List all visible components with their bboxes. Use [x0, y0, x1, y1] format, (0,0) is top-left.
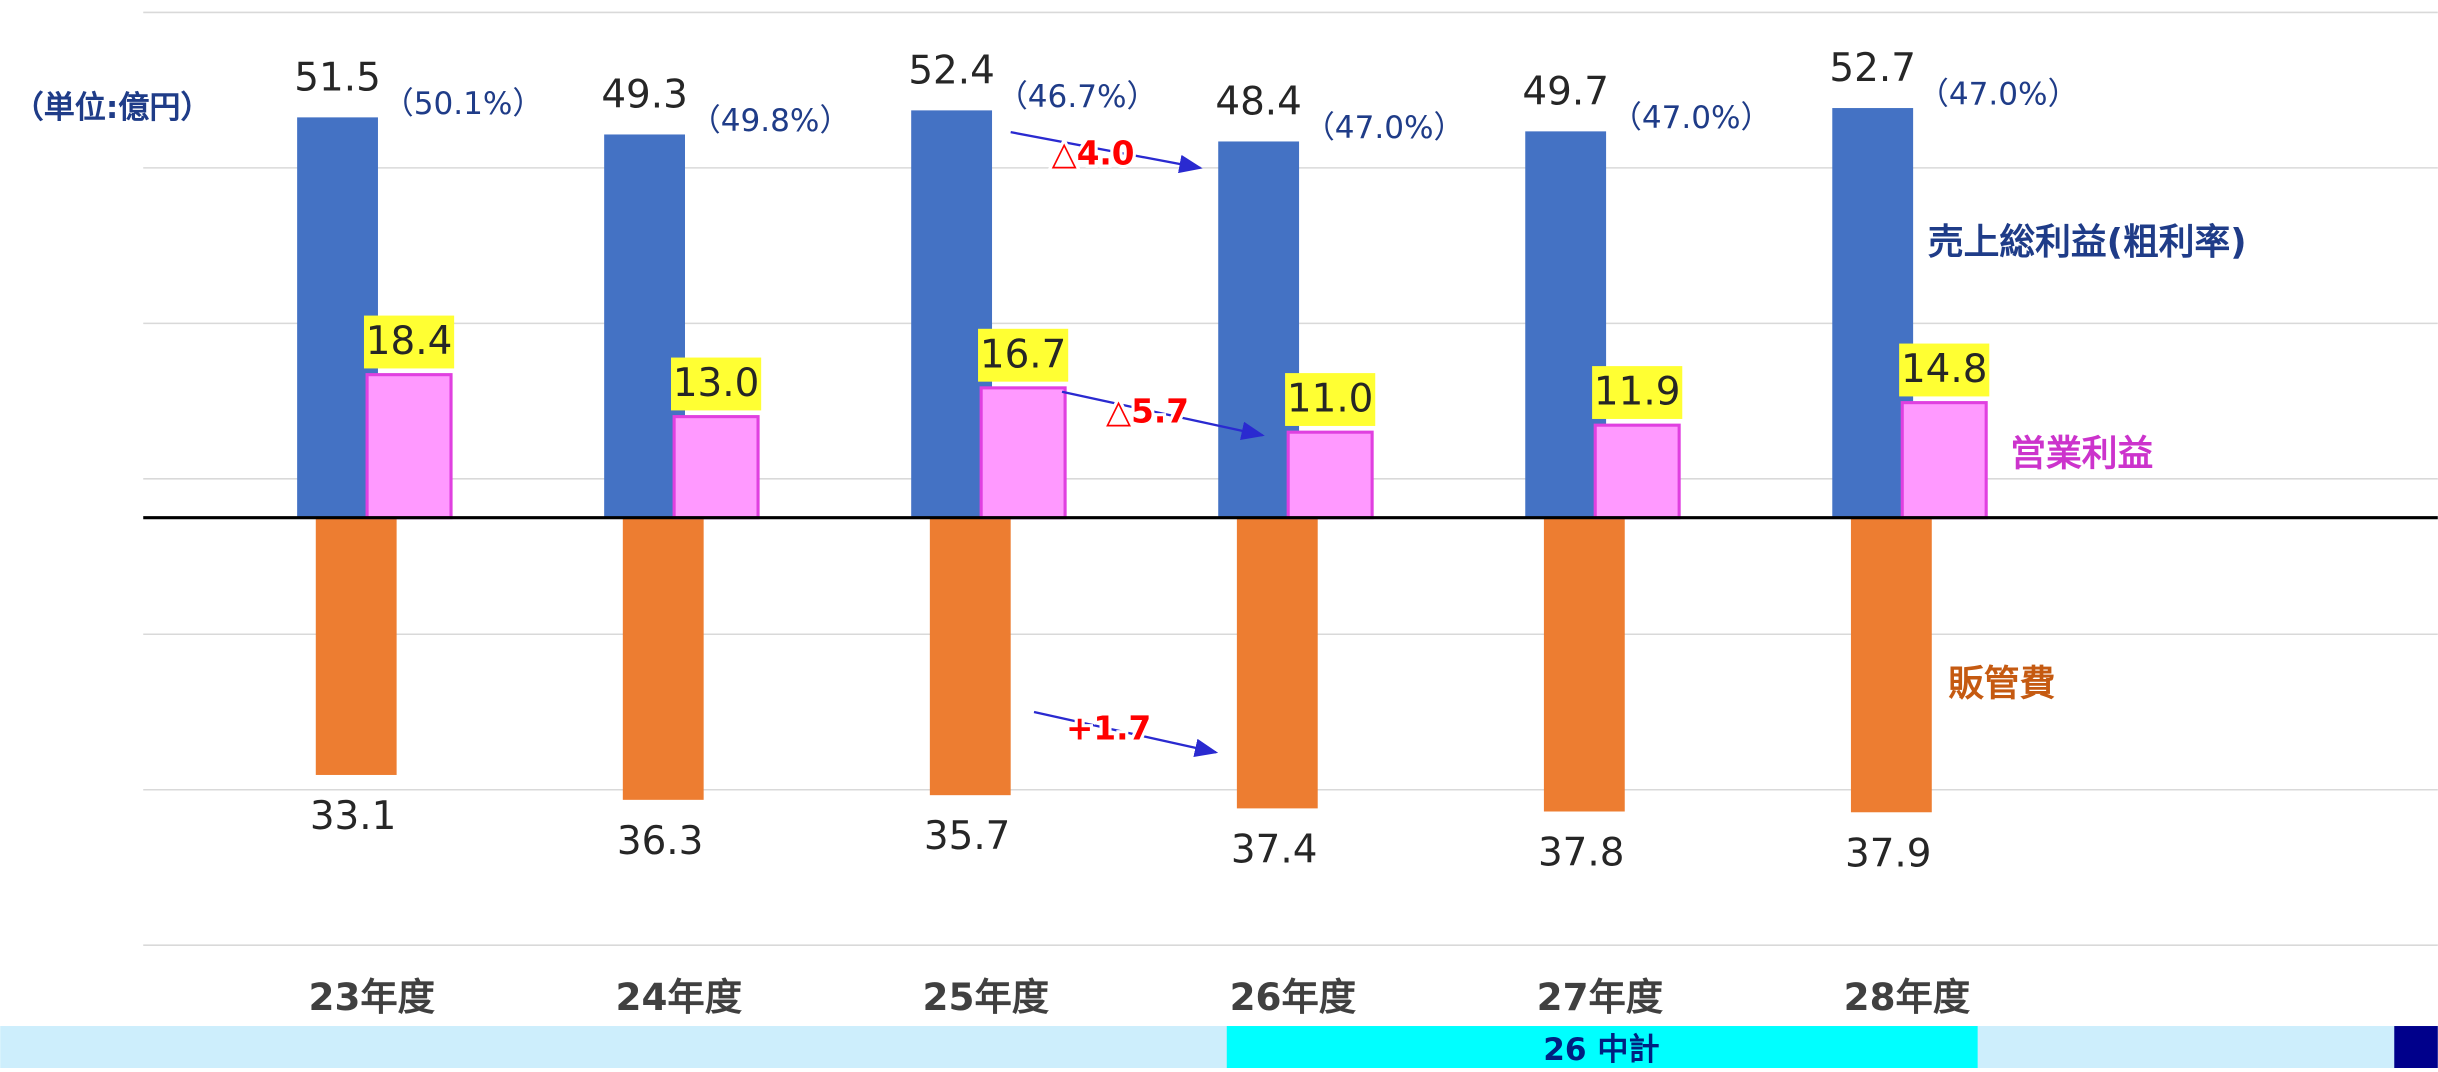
- rate-label: （50.1%）: [383, 86, 544, 122]
- bar: [672, 415, 760, 520]
- bar: [911, 110, 993, 518]
- label-bg: [671, 357, 762, 411]
- plan-band: [1226, 1026, 1978, 1068]
- arrow: [1010, 130, 1203, 174]
- value-label: 48.4: [1215, 80, 1302, 125]
- value-label: 13.0: [673, 361, 760, 406]
- bottom-band: [0, 1026, 2438, 1068]
- bar: [1286, 430, 1374, 520]
- value-label: 14.8: [1901, 347, 1988, 392]
- annotation: +1.7: [1066, 710, 1151, 748]
- value-label: 49.7: [1522, 70, 1609, 115]
- annotation: △4.0: [1052, 134, 1135, 172]
- value-label: 33.1: [310, 794, 397, 839]
- plan-label: 26 中計: [1543, 1032, 1659, 1068]
- label-bg: [978, 328, 1069, 382]
- value-label: 11.9: [1594, 370, 1681, 415]
- rate-label: （46.7%）: [997, 79, 1158, 115]
- x-tick-label: 24年度: [616, 975, 743, 1019]
- rate-label: （47.0%）: [1918, 77, 2079, 113]
- value-label: 51.5: [294, 56, 381, 101]
- bar: [1832, 108, 1914, 518]
- bar: [929, 517, 1011, 796]
- x-tick-label: 27年度: [1537, 975, 1664, 1019]
- bar: [1543, 517, 1625, 812]
- series-label: 売上総利益(粗利率): [1928, 222, 2247, 263]
- arrow: [1033, 710, 1219, 757]
- bar: [1525, 131, 1607, 518]
- bar: [315, 517, 397, 775]
- label-bg: [1899, 343, 1990, 397]
- unit-label: （単位:億円）: [13, 90, 212, 126]
- value-label: 52.4: [908, 49, 995, 94]
- series-label: 販管費: [1948, 664, 2055, 705]
- bar: [979, 386, 1067, 520]
- value-label: 52.7: [1829, 46, 1916, 91]
- corner-block: [2394, 1026, 2438, 1068]
- bar: [1850, 517, 1932, 813]
- value-label: 49.3: [601, 73, 688, 118]
- label-bg: [1592, 366, 1683, 419]
- value-label: 37.8: [1538, 831, 1625, 876]
- bar: [622, 517, 704, 800]
- rate-label: （47.0%）: [1611, 100, 1772, 136]
- annotation: △5.7: [1106, 393, 1189, 431]
- bar: [1218, 141, 1300, 518]
- bar: [604, 134, 685, 518]
- label-bg: [1285, 373, 1376, 426]
- value-label: 37.9: [1845, 831, 1932, 876]
- arrow: [1061, 390, 1265, 440]
- value-label: 36.3: [617, 819, 704, 864]
- x-tick-label: 25年度: [923, 975, 1050, 1019]
- value-label: 35.7: [924, 814, 1011, 859]
- x-tick-label: 26年度: [1230, 975, 1357, 1019]
- x-tick-label: 23年度: [309, 975, 436, 1019]
- value-label: 37.4: [1231, 827, 1318, 872]
- label-bg: [363, 315, 455, 369]
- rate-label: （49.8%）: [690, 103, 851, 139]
- bar: [1900, 401, 1988, 520]
- value-label: 16.7: [980, 332, 1067, 377]
- value-label: 18.4: [366, 319, 453, 364]
- value-label: 11.0: [1287, 377, 1374, 422]
- bar: [1236, 517, 1318, 809]
- bar: [1593, 423, 1681, 520]
- bar: [365, 373, 453, 520]
- x-tick-label: 28年度: [1844, 975, 1971, 1019]
- rate-label: （47.0%）: [1304, 110, 1465, 146]
- series-label: 営業利益: [2010, 433, 2153, 474]
